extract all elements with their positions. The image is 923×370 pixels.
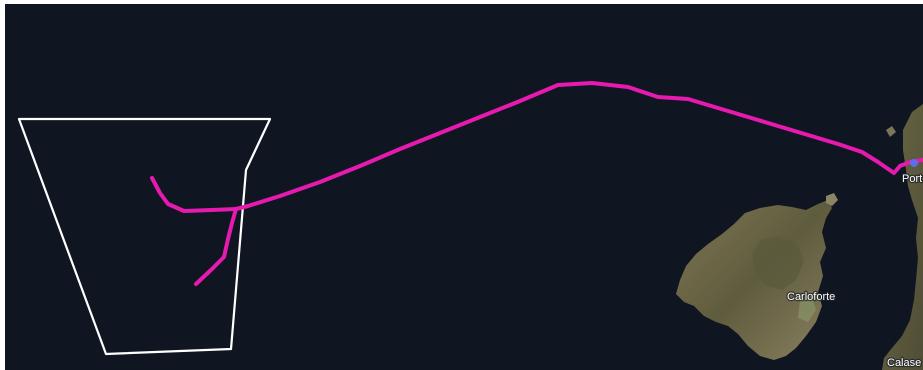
svg-text:Port: Port [902,173,922,185]
route-end-marker[interactable] [910,159,918,167]
map-frame-top [0,0,923,4]
label-calasetta: Calase [887,357,921,369]
svg-text:Carloforte: Carloforte [787,291,835,303]
small-islet [886,126,896,137]
route-end-segment [898,158,923,168]
mainland-east [882,104,923,370]
svg-text:Calase: Calase [887,357,921,369]
map-frame-left [0,0,5,370]
island-san-pietro [676,200,832,360]
label-portoscuso: Port [902,173,922,185]
route-spur[interactable] [150,176,238,213]
islet [826,193,838,206]
island-san-pietro-detail-2 [798,296,816,322]
survey-area-outline[interactable] [17,117,272,356]
island-san-pietro-detail [752,236,804,290]
label-carloforte: Carloforte [787,291,835,303]
route-track[interactable] [194,81,902,286]
